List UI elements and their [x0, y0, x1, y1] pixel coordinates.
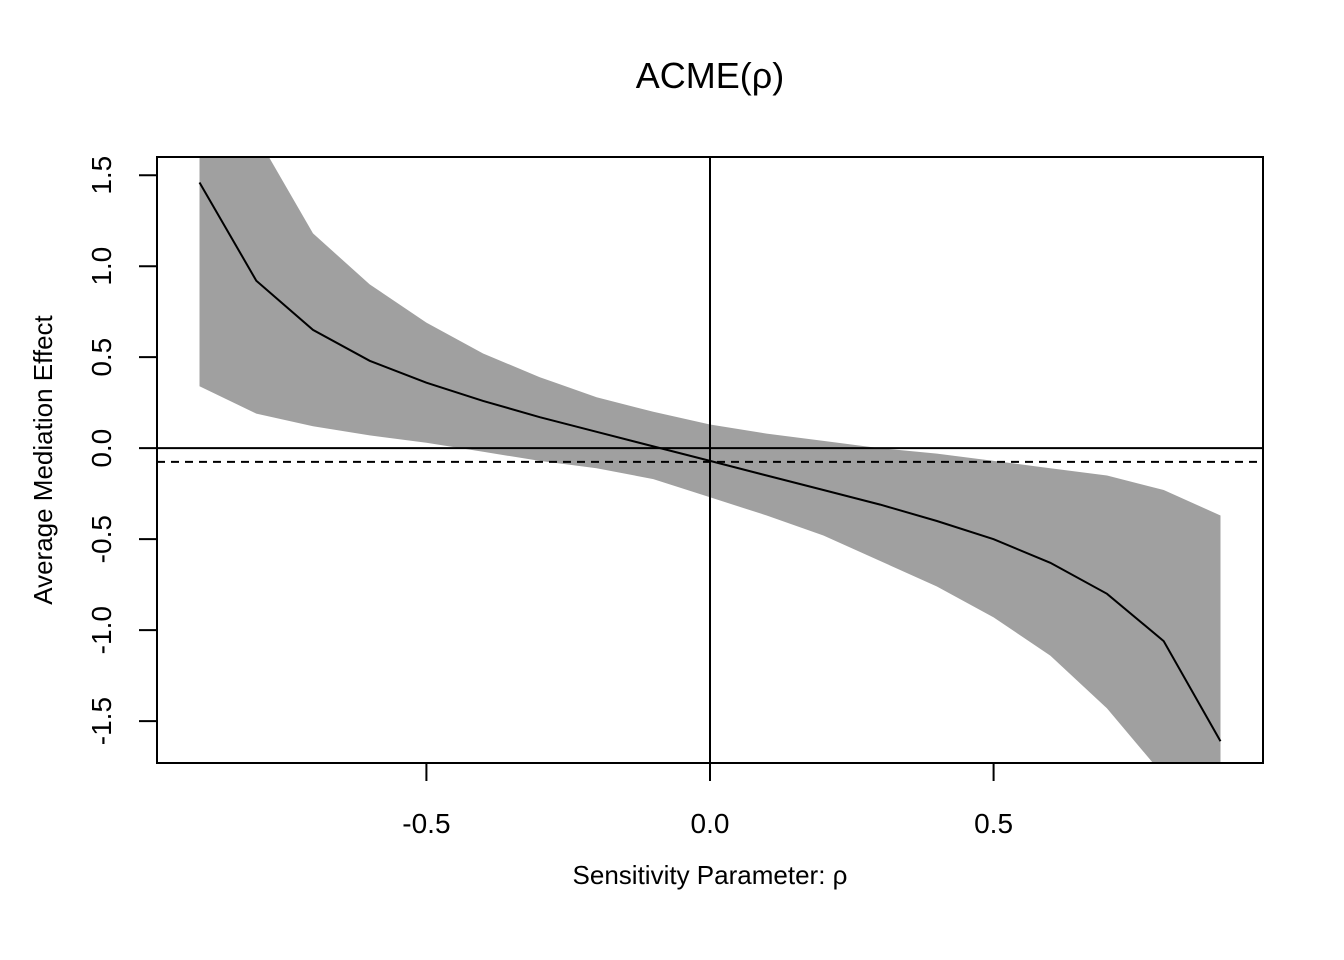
- x-tick-label: 0.0: [691, 808, 730, 839]
- y-tick-label: 1.5: [86, 156, 117, 195]
- acme-line: [198, 181, 1222, 742]
- y-tick-label: -1.0: [86, 606, 117, 654]
- x-tick-label: 0.5: [974, 808, 1013, 839]
- y-axis-label: Average Mediation Effect: [28, 314, 58, 604]
- x-axis: -0.5 0.0 0.5: [402, 763, 1013, 839]
- plot-area: [157, 157, 1263, 763]
- y-tick-label: 0.0: [86, 429, 117, 468]
- x-tick-label: -0.5: [402, 808, 450, 839]
- y-tick-label: 1.0: [86, 247, 117, 286]
- y-tick-label: 0.5: [86, 338, 117, 377]
- chart-title: ACME(ρ): [636, 55, 784, 96]
- y-tick-label: -0.5: [86, 515, 117, 563]
- x-axis-label: Sensitivity Parameter: ρ: [573, 860, 848, 890]
- y-axis: -1.5 -1.0 -0.5 0.0 0.5 1.0 1.5: [86, 156, 157, 745]
- y-tick-label: -1.5: [86, 697, 117, 745]
